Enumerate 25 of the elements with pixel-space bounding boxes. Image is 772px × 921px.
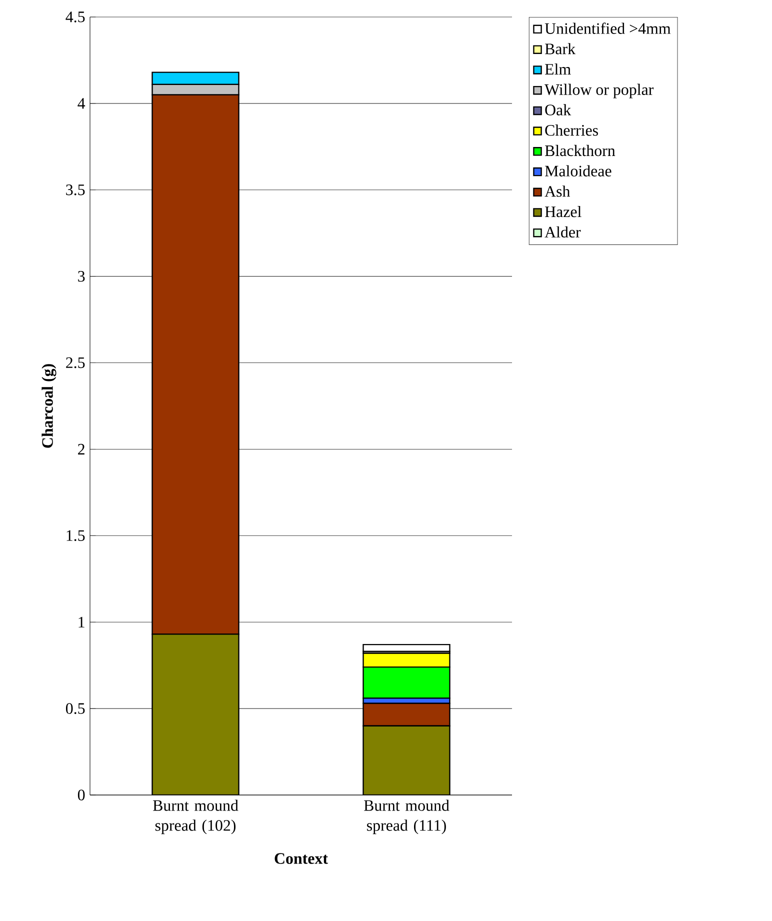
legend-label: Alder	[544, 226, 581, 238]
y-tick-label: 0	[78, 790, 85, 800]
legend-label: Blackthorn	[545, 144, 616, 156]
legend-label: Ash	[544, 186, 570, 197]
legend-label: Willow or poplar	[544, 84, 654, 98]
legend-label: Elm	[545, 63, 571, 75]
legend-label: Bark	[545, 43, 576, 54]
y-tick-label: 1.5	[66, 530, 85, 542]
y-tick-label: 4.5	[66, 12, 85, 22]
x-tick-label: Burnt mound spread (111)	[364, 800, 450, 834]
y-tick-label: 3	[78, 270, 85, 282]
x-tick-label: Burnt mound spread (102)	[153, 800, 238, 834]
legend-label: Cherries	[545, 124, 598, 136]
legend-label: Unidentified >4mm	[544, 22, 671, 34]
y-tick-label: 2.5	[66, 357, 85, 368]
x-axis-title: Context	[274, 853, 328, 864]
y-tick-label: 2	[78, 444, 84, 454]
y-tick-label: 3.5	[66, 184, 85, 196]
legend-label: Oak	[545, 104, 572, 116]
y-axis-title: Charcoal (g)	[42, 364, 56, 448]
y-tick-label: 1	[78, 616, 84, 628]
y-tick-label: 4	[78, 98, 86, 109]
legend-label: Hazel	[545, 206, 582, 218]
y-tick-label: 0.5	[66, 703, 85, 714]
legend-label: Maloideae	[545, 165, 612, 176]
